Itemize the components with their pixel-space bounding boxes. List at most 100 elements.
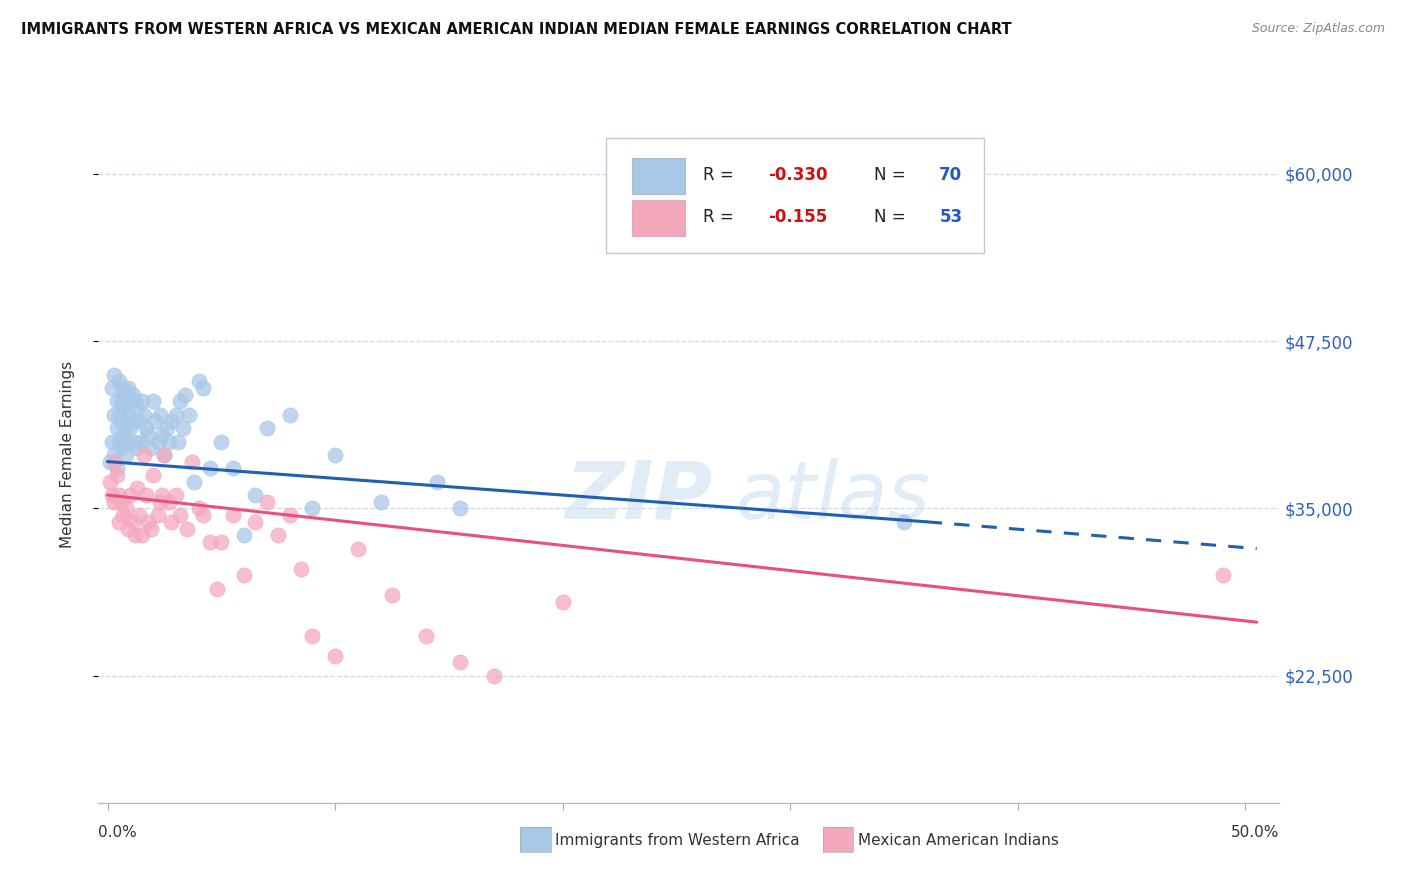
Point (198, 535, 221, 549)
Point (381, 589, 404, 603)
Point (124, 528, 146, 542)
Point (172, 421, 194, 435)
Point (323, 648, 346, 663)
Point (187, 375, 209, 389)
Point (167, 434, 190, 449)
Point (124, 434, 146, 449)
Point (132, 408, 155, 422)
Point (415, 628, 437, 642)
Point (121, 414, 143, 429)
Point (114, 421, 136, 435)
Point (146, 508, 169, 523)
Point (117, 381, 139, 395)
Point (131, 528, 153, 542)
Point (209, 434, 232, 449)
Point (153, 448, 176, 462)
Point (149, 408, 172, 422)
Point (233, 568, 256, 582)
Point (132, 448, 155, 462)
Point (347, 541, 370, 556)
Point (267, 528, 290, 542)
Point (135, 421, 157, 435)
Text: IMMIGRANTS FROM WESTERN AFRICA VS MEXICAN AMERICAN INDIAN MEDIAN FEMALE EARNINGS: IMMIGRANTS FROM WESTERN AFRICA VS MEXICA… (21, 22, 1012, 37)
Point (103, 455, 125, 469)
Point (221, 508, 243, 523)
Point (323, 448, 346, 462)
Point (110, 394, 132, 409)
Point (1212, 568, 1234, 582)
Point (105, 467, 128, 482)
Point (114, 387, 136, 401)
Point (108, 515, 131, 529)
Point (301, 501, 323, 516)
FancyBboxPatch shape (633, 158, 685, 194)
Point (278, 508, 301, 523)
Point (245, 515, 267, 529)
Point (149, 494, 172, 508)
Point (893, 515, 915, 529)
Point (139, 521, 162, 535)
Point (98, 475, 121, 489)
Point (191, 508, 214, 523)
Point (187, 501, 209, 516)
Point (114, 448, 136, 462)
Point (110, 442, 132, 455)
Point (198, 461, 221, 475)
Point (124, 394, 146, 409)
Point (127, 401, 149, 416)
Point (449, 501, 471, 516)
Point (146, 434, 169, 449)
Point (108, 488, 131, 502)
Point (174, 387, 197, 401)
Point (150, 488, 173, 502)
Point (176, 521, 198, 535)
Point (120, 488, 142, 502)
Point (105, 394, 128, 409)
Point (233, 528, 256, 542)
Point (98, 455, 121, 469)
Point (205, 582, 228, 596)
Point (142, 467, 165, 482)
Point (449, 655, 471, 669)
Point (121, 515, 143, 529)
Text: Mexican American Indians: Mexican American Indians (858, 833, 1059, 847)
Point (209, 535, 232, 549)
Point (128, 414, 150, 429)
Point (165, 408, 187, 422)
Text: 0.0%: 0.0% (98, 825, 138, 840)
Point (160, 515, 183, 529)
Point (120, 394, 142, 409)
Point (221, 461, 243, 475)
Point (157, 434, 180, 449)
Point (105, 421, 128, 435)
Point (139, 442, 162, 455)
Point (135, 488, 157, 502)
Point (112, 401, 135, 416)
Point (120, 421, 142, 435)
Point (103, 494, 125, 508)
Text: -0.330: -0.330 (768, 166, 828, 185)
Point (131, 434, 153, 449)
Point (484, 669, 506, 683)
Point (101, 434, 124, 449)
Point (156, 421, 179, 435)
Point (105, 461, 128, 475)
Point (108, 408, 131, 422)
Point (256, 494, 278, 508)
Point (426, 475, 449, 489)
Point (551, 595, 574, 609)
Point (138, 428, 160, 442)
Point (138, 515, 160, 529)
Text: Immigrants from Western Africa: Immigrants from Western Africa (555, 833, 800, 847)
Point (103, 368, 125, 382)
Point (245, 488, 267, 502)
Point (103, 448, 125, 462)
Point (169, 394, 191, 409)
Text: 70: 70 (939, 166, 963, 185)
Point (108, 375, 131, 389)
Y-axis label: Median Female Earnings: Median Female Earnings (60, 361, 75, 549)
Text: 53: 53 (939, 208, 963, 226)
Point (101, 381, 124, 395)
Text: atlas: atlas (737, 458, 931, 536)
Point (370, 494, 392, 508)
